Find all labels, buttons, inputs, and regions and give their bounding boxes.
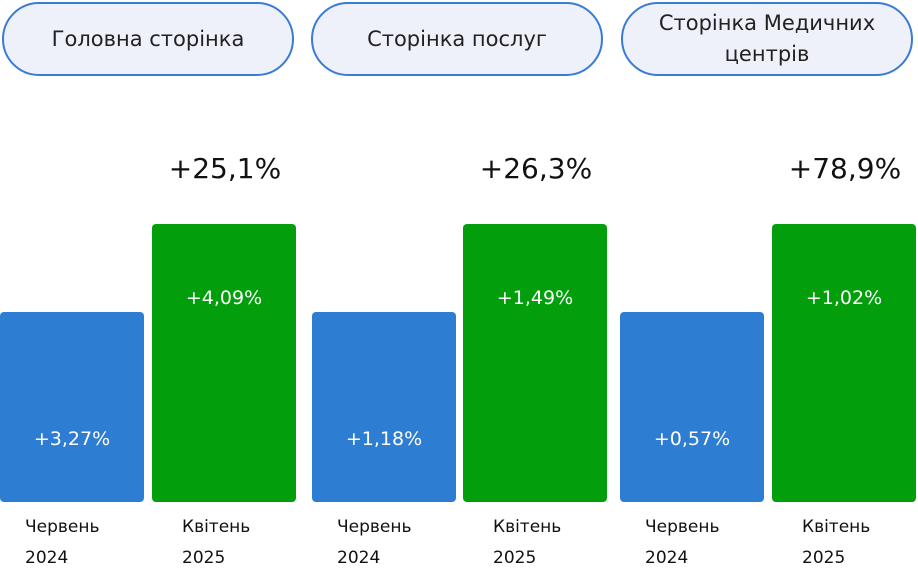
growth-label-text: +25,1%	[168, 152, 282, 185]
bar-value-label-text: +4,09%	[185, 287, 263, 309]
page-title-text: Сторінка Медичних центрів	[658, 11, 876, 66]
growth-label: +25,1%	[150, 152, 300, 185]
period-label: Червень 2024	[25, 512, 135, 574]
bar-value-label: +3,27%	[0, 428, 144, 450]
bar-value-label: +4,09%	[152, 287, 296, 309]
page-title-text: Головна сторінка	[51, 26, 245, 51]
bar	[0, 312, 144, 502]
period-label-text: Квітень 2025	[493, 517, 562, 568]
period-label-text: Червень 2024	[337, 517, 412, 568]
period-label: Квітень 2025	[182, 512, 292, 574]
page-title-text: Сторінка послуг	[367, 26, 547, 51]
period-label-text: Червень 2024	[645, 517, 720, 568]
bar-value-label-text: +0,57%	[653, 428, 731, 450]
bar-value-label-text: +1,49%	[496, 287, 574, 309]
page-title: Сторінка послуг	[311, 2, 603, 76]
growth-label: +26,3%	[461, 152, 611, 185]
page-title: Головна сторінка	[2, 2, 294, 76]
growth-label: +78,9%	[770, 152, 918, 185]
period-label: Червень 2024	[337, 512, 447, 574]
period-label: Червень 2024	[645, 512, 755, 574]
page-title: Сторінка Медичних центрів	[621, 2, 913, 76]
bar-value-label-text: +3,27%	[33, 428, 111, 450]
bar	[772, 224, 916, 502]
period-label-text: Квітень 2025	[182, 517, 251, 568]
period-label: Квітень 2025	[493, 512, 603, 574]
bar	[152, 224, 296, 502]
bar-value-label: +0,57%	[620, 428, 764, 450]
bar-value-label-text: +1,18%	[345, 428, 423, 450]
bar	[463, 224, 607, 502]
period-label-text: Квітень 2025	[802, 517, 871, 568]
bar-value-label-text: +1,02%	[805, 287, 883, 309]
period-label-text: Червень 2024	[25, 517, 100, 568]
bar-value-label: +1,18%	[312, 428, 456, 450]
growth-label-text: +26,3%	[479, 152, 593, 185]
period-label: Квітень 2025	[802, 512, 912, 574]
bar-value-label: +1,49%	[463, 287, 607, 309]
growth-label-text: +78,9%	[788, 152, 902, 185]
bar	[312, 312, 456, 502]
bar-value-label: +1,02%	[772, 287, 916, 309]
bar	[620, 312, 764, 502]
